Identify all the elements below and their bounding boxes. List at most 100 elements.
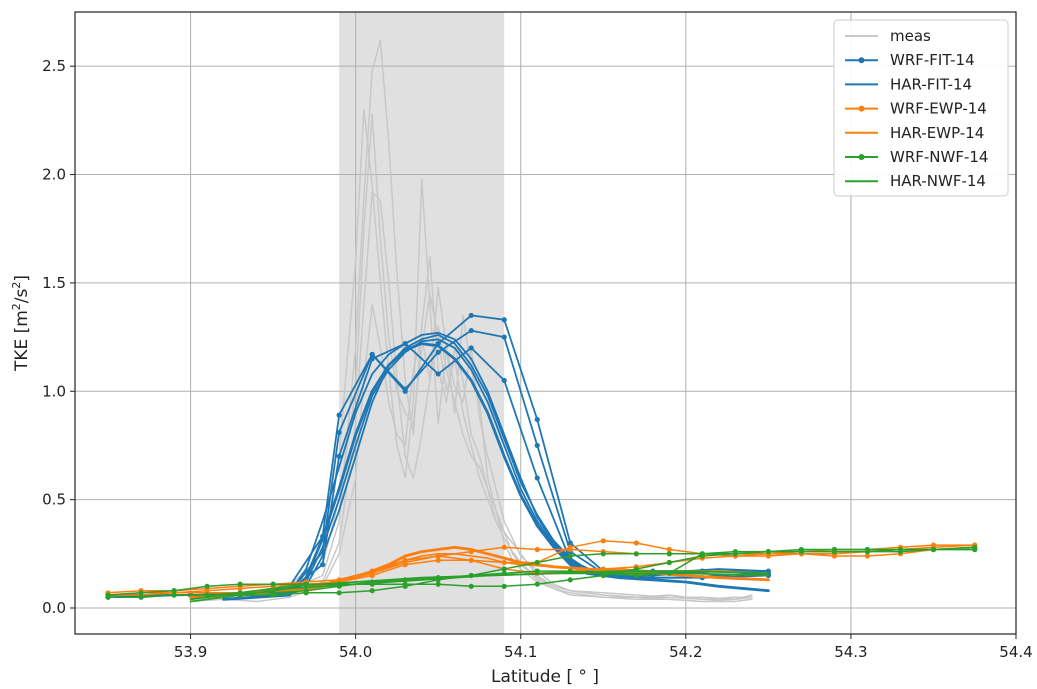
legend-entry: HAR-EWP-14 [845,124,984,142]
legend-marker [858,57,865,64]
data-point-wrf-fit [336,429,342,436]
legend-label: meas [890,27,931,45]
data-point-wrf-nwf [237,581,243,587]
data-point-wrf-nwf [798,549,804,555]
data-point-wrf-fit [336,412,342,418]
y-axis-ticks: 0.0 0.5 1.0 1.5 2.0 2.5 [42,57,75,617]
legend-entry: HAR-FIT-14 [845,75,972,93]
data-point-wrf-fit [369,351,375,358]
y-tick-label: 2.0 [42,166,66,184]
series-meas [189,113,753,601]
data-point-wrf-fit [435,349,441,355]
legend-entry: HAR-NWF-14 [845,172,986,190]
data-point-wrf-fit [534,442,540,449]
y-axis-label-sup2: 2 [10,282,23,289]
series-line-har-nwf [189,572,770,601]
series-har-nwf [189,570,770,603]
data-point-wrf-fit [501,334,507,340]
data-point-wrf-nwf [270,581,276,587]
data-point-wrf-nwf [204,583,210,589]
data-point-wrf-nwf [369,588,375,594]
y-tick-label: 1.0 [42,382,66,400]
data-point-wrf-fit [435,371,441,377]
data-point-wrf-nwf [732,551,738,557]
legend-entry: WRF-NWF-14 [845,148,988,166]
data-point-wrf-nwf [633,551,639,557]
data-point-wrf-fit [468,327,474,334]
data-point-wrf-ewp [534,546,540,553]
data-point-wrf-ewp [369,572,375,579]
data-point-wrf-ewp [600,538,606,544]
data-point-wrf-nwf [666,559,672,566]
data-point-wrf-ewp [633,540,639,546]
legend-box [833,19,1009,197]
legend-label: WRF-NWF-14 [890,148,988,166]
data-point-wrf-nwf [336,590,342,596]
data-point-wrf-nwf [765,549,771,555]
series-har-fit [222,342,770,601]
y-tick-label: 0.0 [42,599,66,617]
data-point-wrf-nwf [567,577,573,583]
y-tick-label: 0.5 [42,491,66,509]
y-axis-label-sup1: 2 [10,303,23,310]
data-point-wrf-nwf [600,551,606,557]
data-point-wrf-fit [320,562,326,568]
data-point-wrf-nwf [930,546,937,553]
data-point-wrf-ewp [435,557,441,563]
legend-marker [858,154,865,160]
data-point-wrf-nwf [270,592,276,598]
data-point-wrf-nwf [897,549,904,555]
data-point-wrf-fit [501,377,507,384]
y-tick-label: 1.5 [42,274,66,292]
data-point-wrf-nwf [567,553,573,559]
series-meas [189,303,753,603]
x-tick-label: 54.3 [834,643,867,661]
data-point-wrf-nwf [138,590,144,596]
data-point-wrf-nwf [402,583,408,589]
legend-label: HAR-NWF-14 [890,172,986,190]
data-point-wrf-fit [402,386,408,392]
series-meas [189,108,753,603]
x-tick-label: 53.9 [174,643,207,661]
data-point-wrf-ewp [864,553,871,559]
data-point-wrf-ewp [402,562,408,568]
series-line-meas [189,303,753,603]
legend-label: HAR-FIT-14 [890,75,972,93]
y-tick-label: 2.5 [42,57,66,75]
data-point-wrf-ewp [567,544,573,550]
x-tick-label: 54.4 [999,643,1032,661]
x-tick-label: 54.1 [504,643,537,661]
data-point-wrf-nwf [171,588,177,594]
data-point-wrf-ewp [501,544,507,550]
legend-label: WRF-EWP-14 [890,100,987,118]
data-point-wrf-ewp [468,557,474,563]
data-point-wrf-nwf [534,559,540,566]
data-point-wrf-nwf [699,551,705,557]
data-point-wrf-ewp [666,546,672,553]
series-layer [105,39,978,603]
legend-label: WRF-FIT-14 [890,51,975,69]
data-point-wrf-fit [534,475,540,481]
legend-entry: WRF-EWP-14 [845,100,987,118]
legend: meas WRF-FIT-14 HAR-FIT-14 WRF-EWP-14 HAR-EW… [833,19,1009,197]
data-point-wrf-fit [369,356,375,362]
legend-label: HAR-EWP-14 [890,124,984,142]
legend-marker [858,105,865,112]
data-point-wrf-nwf [105,594,111,600]
data-point-wrf-nwf [501,566,507,572]
y-axis-label: TKE [m2/s2] [10,275,32,372]
legend-entry: meas [845,27,931,45]
data-point-wrf-nwf [864,549,871,555]
series-line-har-fit [222,342,770,601]
data-point-wrf-nwf [303,590,309,596]
series-har-nwf [189,572,770,601]
data-point-wrf-fit [501,317,507,323]
data-point-wrf-fit [534,416,540,423]
data-point-wrf-nwf [534,581,540,587]
x-axis-label: Latitude [ ° ] [491,667,599,687]
x-tick-label: 54.2 [669,643,702,661]
series-line-har-nwf [189,570,770,603]
data-point-wrf-nwf [468,583,474,589]
legend-entry: WRF-FIT-14 [845,51,975,69]
